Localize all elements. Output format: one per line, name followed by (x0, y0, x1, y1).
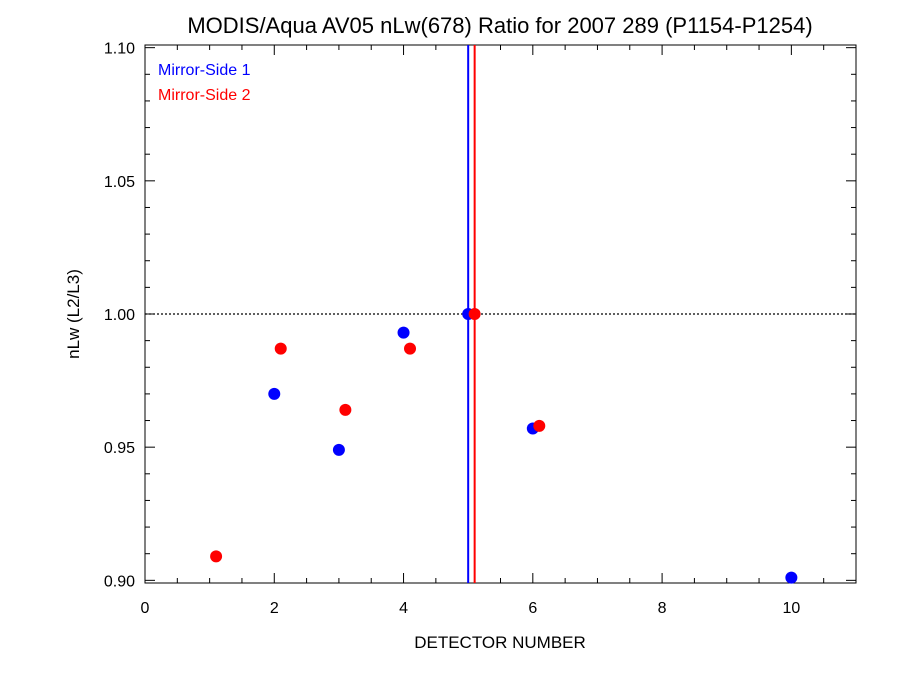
x-tick-label: 10 (782, 600, 800, 617)
reference-lines (145, 45, 856, 583)
x-tick-label: 2 (270, 600, 279, 617)
y-tick-label: 0.95 (104, 440, 135, 457)
data-points (210, 308, 798, 584)
y-tick-label: 0.90 (104, 573, 135, 590)
y-tick-label: 1.10 (104, 41, 135, 58)
point-series-2 (468, 308, 481, 320)
x-tick-label: 0 (141, 600, 150, 617)
x-tick-label: 8 (658, 600, 667, 617)
point-series-2 (274, 342, 287, 355)
point-series-1 (268, 387, 281, 400)
x-tick-label: 6 (528, 600, 537, 617)
y-tick-label: 1.05 (104, 174, 135, 191)
x-tick-label: 4 (399, 600, 408, 617)
legend-mirror-side-1: Mirror-Side 1 (158, 62, 251, 79)
point-series-1 (397, 326, 410, 339)
chart-title: MODIS/Aqua AV05 nLw(678) Ratio for 2007 … (187, 13, 812, 38)
legend-mirror-side-2: Mirror-Side 2 (158, 87, 251, 104)
point-series-1 (785, 571, 798, 584)
x-axis: 0 2 4 6 8 10 (141, 45, 857, 617)
point-series-1 (332, 443, 345, 456)
point-series-2 (339, 403, 352, 416)
point-series-2 (210, 550, 223, 563)
y-tick-label: 1.00 (104, 307, 135, 324)
point-series-2 (533, 419, 546, 432)
point-series-2 (404, 342, 417, 355)
y-axis-label: nLw (L2/L3) (64, 269, 83, 359)
y-axis: 0.90 0.95 1.00 1.05 1.10 (104, 41, 856, 590)
x-axis-label: DETECTOR NUMBER (414, 633, 586, 652)
